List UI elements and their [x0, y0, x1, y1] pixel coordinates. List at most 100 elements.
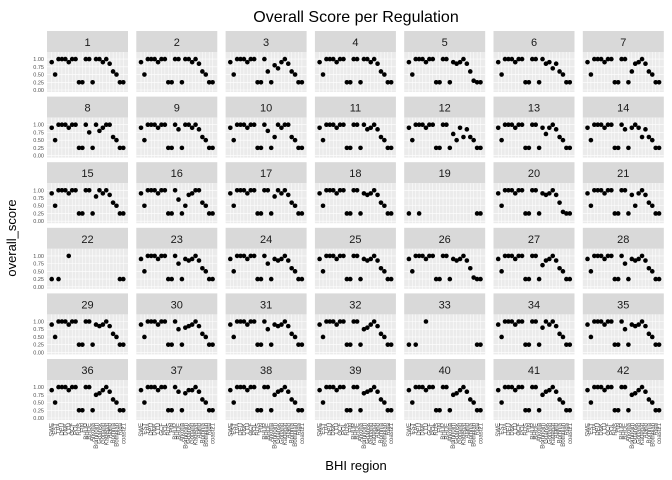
data-point	[540, 56, 545, 62]
data-point	[334, 59, 339, 65]
data-point	[351, 56, 356, 62]
x-tick-label: Bornholm	[541, 423, 547, 449]
data-point	[523, 342, 528, 347]
data-point	[63, 384, 68, 390]
data-point	[605, 122, 611, 127]
data-point	[186, 56, 192, 62]
data-point	[299, 145, 305, 151]
data-point	[238, 253, 243, 259]
data-point	[427, 122, 432, 127]
data-point	[155, 256, 161, 262]
x-tick-label: Aland	[286, 423, 292, 438]
facet-strip-label: 24	[260, 234, 272, 246]
data-point	[649, 203, 655, 209]
facet-strip	[493, 227, 575, 249]
data-point	[189, 125, 195, 131]
data-point	[567, 276, 573, 282]
data-point	[145, 187, 151, 193]
x-tick-label: Bothnian	[293, 423, 299, 447]
data-point	[80, 145, 85, 151]
data-point	[550, 187, 556, 193]
data-point	[592, 253, 597, 259]
data-point	[193, 56, 198, 62]
data-point	[646, 134, 652, 140]
data-point	[365, 325, 370, 330]
x-tick-label: BHUE	[623, 423, 629, 440]
data-point	[344, 145, 350, 151]
data-point	[245, 256, 250, 262]
data-point	[172, 384, 178, 390]
x-tick-label: FIN	[259, 423, 265, 433]
facet-strip-label: 17	[260, 168, 272, 180]
facet-strip-label: 12	[439, 103, 451, 115]
x-tick-label: Riga	[386, 422, 392, 435]
x-tick-label: DEU	[506, 423, 512, 436]
data-point	[632, 122, 638, 127]
data-point	[76, 342, 82, 347]
data-point	[413, 342, 419, 347]
x-tick-label: EST	[53, 423, 59, 435]
data-point	[172, 122, 178, 127]
data-point	[206, 211, 212, 216]
x-tick-label: BHUE	[87, 423, 93, 440]
data-point	[516, 384, 521, 390]
facet-strip	[314, 162, 396, 184]
facet-strip	[225, 162, 307, 184]
data-point	[327, 384, 333, 390]
data-point	[585, 322, 590, 327]
data-point	[206, 79, 212, 85]
data-point	[626, 407, 631, 413]
facet-strip-label: 32	[349, 299, 361, 311]
data-point	[296, 79, 301, 85]
data-point	[585, 59, 590, 65]
data-point	[516, 122, 521, 127]
data-point	[649, 269, 655, 274]
facet-strip-label: 9	[174, 103, 180, 115]
data-point	[117, 407, 123, 413]
facet-strip	[404, 162, 486, 184]
data-point	[495, 387, 501, 393]
facet-strip-label: 7	[620, 37, 626, 49]
data-point	[358, 211, 363, 216]
data-point	[560, 334, 566, 340]
data-point	[440, 384, 446, 390]
data-point	[142, 72, 147, 77]
data-point	[279, 125, 284, 131]
data-point	[334, 125, 339, 131]
data-point	[327, 253, 333, 259]
data-point	[110, 331, 116, 337]
data-point	[110, 134, 116, 140]
data-point	[169, 407, 174, 413]
data-point	[159, 56, 164, 62]
x-tick-label: Bothnia	[379, 422, 385, 443]
data-point	[540, 325, 545, 330]
data-point	[248, 319, 254, 324]
x-tick-label: Kattegat	[283, 423, 289, 446]
data-point	[172, 187, 178, 193]
x-tick-label: GCF	[338, 423, 344, 436]
data-point	[299, 211, 305, 216]
data-point	[595, 384, 601, 390]
data-point	[66, 125, 72, 131]
facet-panel: 25	[314, 227, 396, 289]
data-point	[643, 127, 648, 132]
data-point	[595, 253, 601, 259]
data-point	[228, 191, 233, 196]
data-point	[196, 187, 202, 193]
data-point	[279, 59, 284, 65]
data-point	[255, 276, 260, 282]
data-point	[410, 137, 415, 143]
data-point	[317, 191, 322, 196]
facet-panel: 12	[404, 96, 486, 158]
data-point	[471, 400, 476, 405]
data-point	[238, 187, 243, 193]
data-point	[420, 122, 425, 127]
data-point	[622, 127, 628, 132]
data-point	[423, 387, 429, 393]
data-point	[258, 407, 264, 413]
data-point	[656, 145, 662, 151]
data-point	[86, 384, 92, 390]
data-point	[464, 61, 470, 67]
data-point	[437, 79, 442, 85]
data-point	[320, 334, 326, 340]
